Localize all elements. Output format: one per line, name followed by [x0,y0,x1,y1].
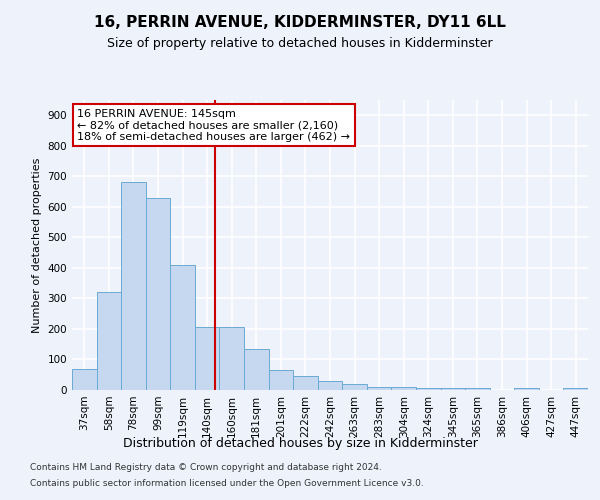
Bar [342,384,367,390]
Text: Size of property relative to detached houses in Kidderminster: Size of property relative to detached ho… [107,38,493,51]
Text: 16, PERRIN AVENUE, KIDDERMINSTER, DY11 6LL: 16, PERRIN AVENUE, KIDDERMINSTER, DY11 6… [94,15,506,30]
Bar [318,381,342,390]
Bar [121,182,146,390]
Bar [391,387,416,390]
Text: Distribution of detached houses by size in Kidderminster: Distribution of detached houses by size … [122,438,478,450]
Bar [220,327,244,390]
Text: Contains HM Land Registry data © Crown copyright and database right 2024.: Contains HM Land Registry data © Crown c… [30,464,382,472]
Bar [440,388,465,390]
Bar [293,376,318,390]
Y-axis label: Number of detached properties: Number of detached properties [32,158,42,332]
Bar [146,198,170,390]
Bar [563,388,588,390]
Bar [170,265,195,390]
Text: Contains public sector information licensed under the Open Government Licence v3: Contains public sector information licen… [30,478,424,488]
Bar [514,388,539,390]
Bar [465,388,490,390]
Text: 16 PERRIN AVENUE: 145sqm
← 82% of detached houses are smaller (2,160)
18% of sem: 16 PERRIN AVENUE: 145sqm ← 82% of detach… [77,108,350,142]
Bar [416,388,440,390]
Bar [269,370,293,390]
Bar [97,292,121,390]
Bar [72,368,97,390]
Bar [244,349,269,390]
Bar [367,387,391,390]
Bar [195,327,220,390]
